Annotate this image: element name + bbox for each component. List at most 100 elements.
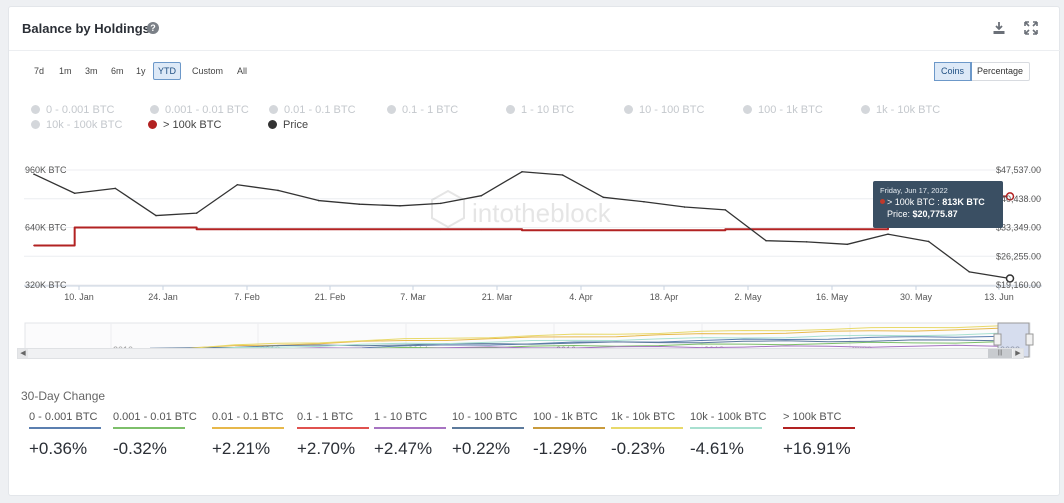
data-point [846, 243, 849, 246]
data-point [73, 226, 76, 229]
data-point [521, 170, 523, 173]
tooltip-series-label: > 100k BTC [887, 197, 935, 207]
legend-item[interactable]: 0.01 - 0.1 BTC [269, 104, 356, 116]
x-tick-label: 21. Mar [482, 292, 513, 302]
change-value: +2.70% [297, 439, 356, 458]
scroll-left-arrow[interactable]: ◀ [18, 349, 28, 358]
data-point [195, 228, 198, 231]
axes: 960K BTC 640K BTC 320K BTC $47,537.00 $40,43… [25, 165, 1041, 302]
legend-item[interactable]: 10 - 100 BTC [624, 104, 704, 116]
data-point [114, 187, 117, 190]
data-point [683, 206, 686, 208]
change-item: 0.1 - 1 BTC +2.70% [297, 411, 371, 459]
change-label: 10k - 100k BTC [690, 411, 767, 423]
legend-item[interactable]: 0.001 - 0.01 BTC [150, 104, 249, 116]
legend-item[interactable]: 1 - 10 BTC [506, 104, 574, 116]
change-color-bar [297, 427, 369, 429]
data-point [277, 189, 279, 192]
svg-text:intotheblock: intotheblock [472, 198, 612, 228]
range-3m-button[interactable]: 3m [85, 66, 98, 76]
data-point [602, 196, 605, 199]
data-point [561, 174, 564, 176]
legend-item[interactable]: 1k - 10k BTC [861, 104, 940, 116]
y-left-tick-label: 320K BTC [25, 280, 67, 290]
x-tick-label: 18. Apr [650, 292, 679, 302]
data-point [236, 228, 239, 231]
legend-label: > 100k BTC [163, 119, 222, 131]
scroll-right-arrow[interactable]: ▶ [1013, 349, 1023, 358]
data-point [724, 228, 727, 231]
x-tick-label: 4. Apr [569, 292, 593, 302]
legend-item[interactable]: Price [268, 119, 308, 131]
legend-label: 0.01 - 0.1 BTC [284, 104, 356, 116]
range-custom-button[interactable]: Custom [192, 66, 224, 76]
change-label: 1k - 10k BTC [611, 411, 676, 423]
navigator-scrollbar[interactable]: ◀ ||| ▶ [17, 348, 1024, 359]
data-point [155, 226, 157, 229]
legend-dot [268, 120, 277, 129]
data-point [155, 214, 157, 217]
legend-label: 10k - 100k BTC [46, 119, 123, 131]
legend-item[interactable]: 0 - 0.001 BTC [31, 104, 114, 116]
data-point [968, 271, 971, 273]
help-icon[interactable]: ? [147, 22, 159, 34]
navigator-handle-left [993, 333, 1002, 346]
range-1y-button[interactable]: 1y [136, 66, 146, 76]
legend-item[interactable]: > 100k BTC [148, 119, 221, 131]
balance-by-holdings-card: Balance by Holdings ? [8, 6, 1061, 496]
data-point [887, 233, 889, 235]
data-point [358, 228, 361, 231]
x-tick-label: 13. Jun [984, 292, 1014, 302]
change-color-bar [212, 427, 284, 429]
y-right-tick-label: $19,160.00 [996, 280, 1041, 290]
legend-label: 0.1 - 1 BTC [402, 104, 459, 116]
data-point [480, 228, 483, 231]
y-left-tick-label: 960K BTC [25, 165, 67, 175]
data-point [846, 228, 849, 231]
change-item: 0 - 0.001 BTC +0.36% [29, 411, 103, 459]
scroll-thumb[interactable]: ||| [988, 349, 1012, 358]
legend-dot [387, 105, 396, 114]
change-label: 0 - 0.001 BTC [29, 411, 98, 423]
fullscreen-icon[interactable] [1023, 20, 1039, 36]
change-value: +0.22% [452, 439, 511, 458]
data-point [805, 228, 808, 231]
tooltip-date: Friday, Jun 17, 2022 [880, 186, 948, 195]
percentage-toggle[interactable]: Percentage [977, 66, 1024, 76]
plot-area [33, 170, 1015, 283]
tooltip-dot [880, 199, 885, 204]
data-point [73, 192, 76, 195]
change-item: 1 - 10 BTC +2.47% [374, 411, 448, 459]
range-ytd-button[interactable]: YTD [153, 62, 181, 80]
legend-dot [150, 105, 159, 114]
change-label: 0.001 - 0.01 BTC [113, 411, 197, 423]
legend-dot [31, 120, 40, 129]
y-right-tick-label: $26,255.00 [996, 251, 1041, 261]
y-right-tick-label: $47,537.00 [996, 165, 1041, 175]
legend-item[interactable]: 0.1 - 1 BTC [387, 104, 458, 116]
change-label: 10 - 100 BTC [452, 411, 518, 423]
change-color-bar [690, 427, 762, 429]
data-point [277, 228, 279, 231]
range-6m-button[interactable]: 6m [111, 66, 124, 76]
y-left-tick-label: 640K BTC [25, 223, 67, 233]
tooltip-price-row: Price: $20,775.87 [880, 209, 996, 219]
navigator-handle-right [1025, 333, 1034, 346]
range-1m-button[interactable]: 1m [59, 66, 72, 76]
legend-item[interactable]: 10k - 100k BTC [31, 119, 122, 131]
tooltip-price-value: $20,775.87 [912, 209, 958, 219]
tooltip-series-value: 813K BTC [942, 197, 985, 207]
change-value: +0.36% [29, 439, 88, 458]
range-7d-button[interactable]: 7d [34, 66, 45, 76]
x-tick-label: 21. Feb [315, 292, 346, 302]
navigator-series-line [149, 332, 999, 355]
legend-item[interactable]: 100 - 1k BTC [743, 104, 823, 116]
navigator-series-line [149, 327, 999, 354]
download-icon[interactable] [991, 20, 1007, 36]
coins-toggle[interactable]: Coins [933, 62, 973, 81]
x-tick-label: 30. May [900, 292, 933, 302]
change-section-title: 30-Day Change [21, 389, 106, 403]
range-all-button[interactable]: All [237, 66, 248, 76]
data-point [602, 229, 605, 231]
legend-label: 0 - 0.001 BTC [46, 104, 115, 116]
